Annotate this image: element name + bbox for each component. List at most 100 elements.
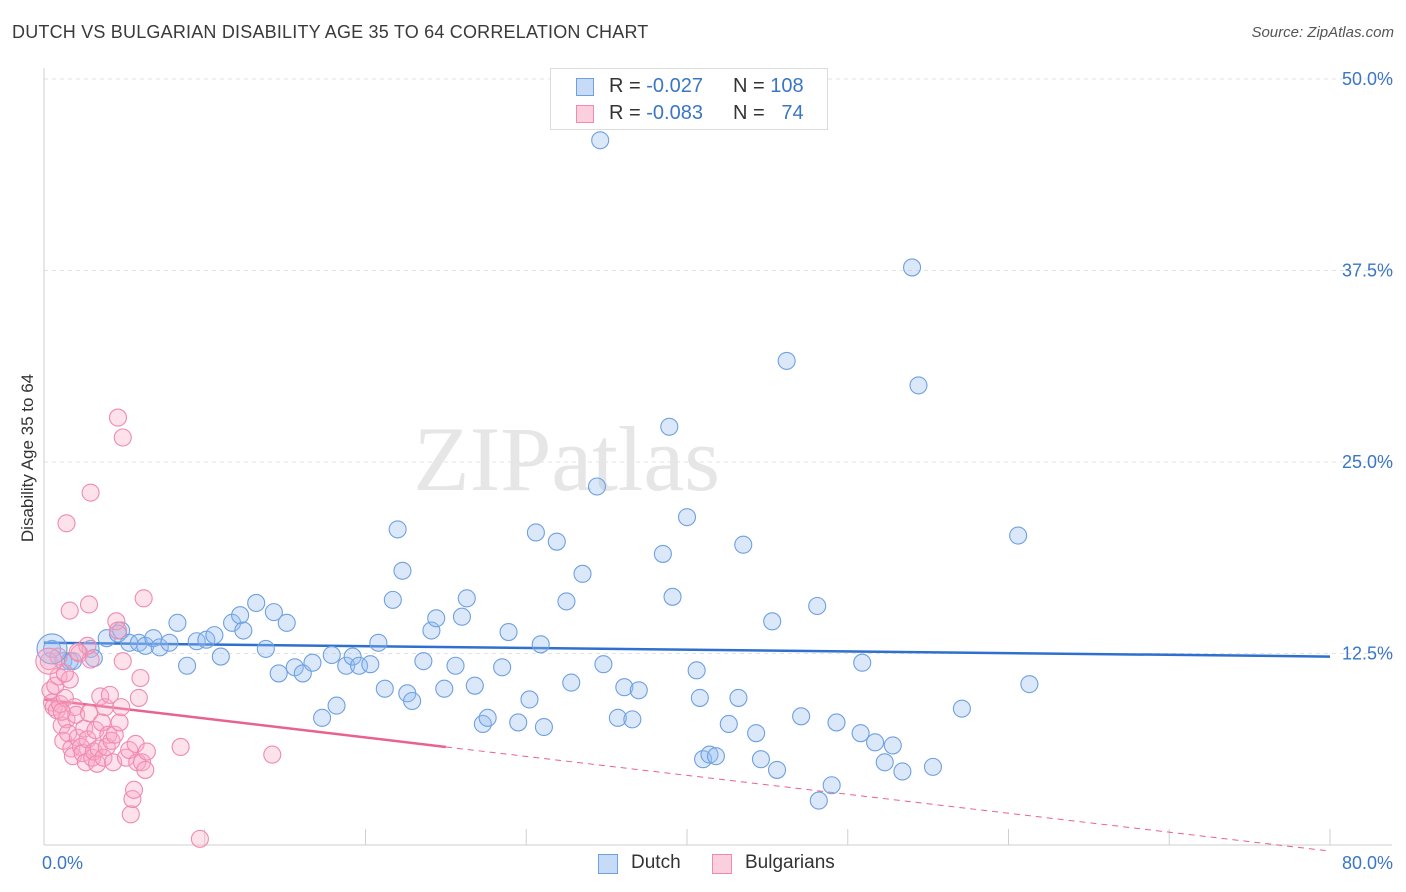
dutch-point	[822, 776, 841, 795]
dutch-trend-line	[43, 641, 1331, 658]
bulgarians-point	[107, 612, 126, 631]
dutch-point	[763, 612, 782, 631]
bulgarians-point	[94, 748, 113, 767]
dutch-point	[150, 638, 169, 657]
dutch-point	[866, 733, 885, 752]
dutch-point	[168, 613, 187, 632]
dutch-point	[690, 688, 709, 707]
dutch-point	[493, 658, 512, 677]
dutch-point	[534, 717, 553, 737]
bulgarians-point	[91, 687, 110, 706]
dutch-point	[893, 762, 912, 781]
dutch-point	[562, 673, 581, 692]
dutch-point	[343, 647, 362, 666]
dutch-point	[653, 544, 672, 563]
dutch-point	[337, 656, 356, 675]
x-tick-label-min: 0.0%	[42, 853, 83, 873]
bulgarians-point	[39, 652, 58, 671]
bulgarians-point	[62, 739, 81, 758]
y-tick-label-0: 12.5%	[1342, 644, 1393, 664]
dutch-point	[1020, 675, 1039, 694]
dutch-point	[902, 258, 922, 277]
dutch-point	[719, 714, 738, 734]
bulgarians-n-value: 74	[781, 102, 804, 124]
dutch-point	[414, 652, 433, 671]
dutch-point	[322, 645, 341, 665]
y-tick-label-1: 25.0%	[1342, 452, 1393, 472]
gridlines	[44, 78, 1392, 654]
trend-lines	[43, 641, 1331, 852]
dutch-point	[594, 655, 613, 674]
dutch-point	[747, 724, 766, 743]
dutch-point	[608, 708, 627, 727]
bulgarians-point	[78, 636, 97, 655]
dutch-point	[264, 603, 283, 622]
x-tick-label-max: 80.0%	[1342, 853, 1393, 873]
dutch-point	[557, 592, 576, 611]
dutch-point	[388, 520, 407, 539]
dutch-point	[573, 564, 592, 583]
dutch-point	[231, 606, 250, 625]
dutch-point	[457, 589, 476, 608]
dutch-point	[629, 681, 648, 700]
bulgarians-point	[100, 685, 119, 704]
bulgarians-trend-extension	[445, 746, 1331, 852]
dutch-point	[478, 708, 497, 727]
dutch-point	[446, 656, 465, 675]
dutch-point	[313, 708, 332, 727]
dutch-point	[923, 757, 942, 776]
bulgarians-point	[136, 760, 155, 779]
dutch-point	[853, 653, 872, 672]
bulgarians-r: R = -0.083	[609, 102, 703, 124]
bulgarians-point	[55, 688, 74, 707]
dutch-point	[403, 691, 422, 711]
dutch-point	[851, 724, 870, 743]
dutch-swatch	[576, 78, 594, 96]
dutch-point	[687, 661, 706, 680]
dutch-point	[875, 753, 894, 772]
dutch-point	[1009, 526, 1028, 545]
dutch-point	[473, 714, 492, 734]
y-tick-label-3: 50.0%	[1342, 69, 1393, 89]
bulgarians-point	[263, 745, 282, 764]
dutch-point	[211, 647, 230, 666]
dutch-point	[205, 626, 224, 645]
dutch-point	[361, 655, 380, 674]
bulgarians-point	[129, 688, 148, 707]
dutch-point	[327, 696, 346, 715]
dutch-point	[883, 736, 902, 755]
bulgarians-point	[113, 428, 132, 447]
bulgarians-point	[134, 589, 153, 608]
dutch-point	[777, 351, 796, 370]
dutch-point	[677, 508, 697, 527]
bulgarians-point	[81, 483, 100, 502]
dutch-point	[509, 713, 528, 732]
dutch-point	[369, 633, 388, 652]
bulgarians-legend-label: Bulgarians	[745, 852, 835, 873]
bulgarians-legend-swatch	[712, 854, 732, 874]
dutch-point	[909, 376, 928, 395]
bulgarians-point	[79, 595, 99, 614]
bulgarians-point	[121, 805, 140, 824]
dutch-point	[435, 679, 454, 698]
dutch-r: R = -0.027	[609, 75, 703, 97]
dutch-point	[591, 131, 610, 150]
dutch-point	[269, 664, 288, 683]
dutch-r-value: -0.027	[646, 75, 703, 97]
dutch-point	[952, 699, 971, 718]
data-points	[35, 131, 1039, 848]
dutch-point	[375, 679, 394, 698]
dutch-point	[531, 635, 550, 654]
legend-row-dutch: R = -0.027 N = 108	[551, 75, 827, 99]
bulgarians-point	[190, 829, 209, 848]
dutch-point	[277, 613, 296, 632]
source-label: Source: ZipAtlas.com	[1251, 24, 1394, 41]
dutch-point	[383, 590, 402, 609]
bulgarians-point	[55, 664, 74, 683]
dutch-point	[247, 593, 266, 612]
bulgarians-point	[123, 789, 142, 809]
bulgarians-point	[79, 704, 99, 723]
bulgarians-point	[52, 702, 71, 721]
bulgarians-point	[112, 698, 131, 717]
